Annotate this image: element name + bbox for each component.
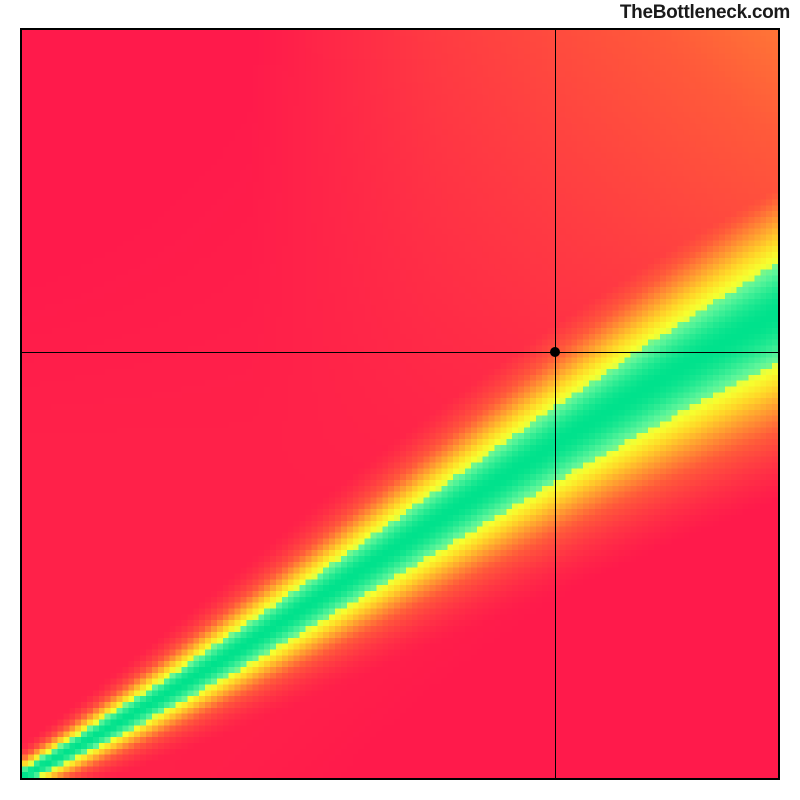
crosshair-horizontal (22, 352, 778, 353)
crosshair-marker-dot (550, 347, 560, 357)
bottleneck-heatmap-plot (20, 28, 780, 780)
watermark-text: TheBottleneck.com (620, 2, 790, 24)
crosshair-vertical (555, 30, 556, 778)
heatmap-canvas (22, 30, 778, 778)
